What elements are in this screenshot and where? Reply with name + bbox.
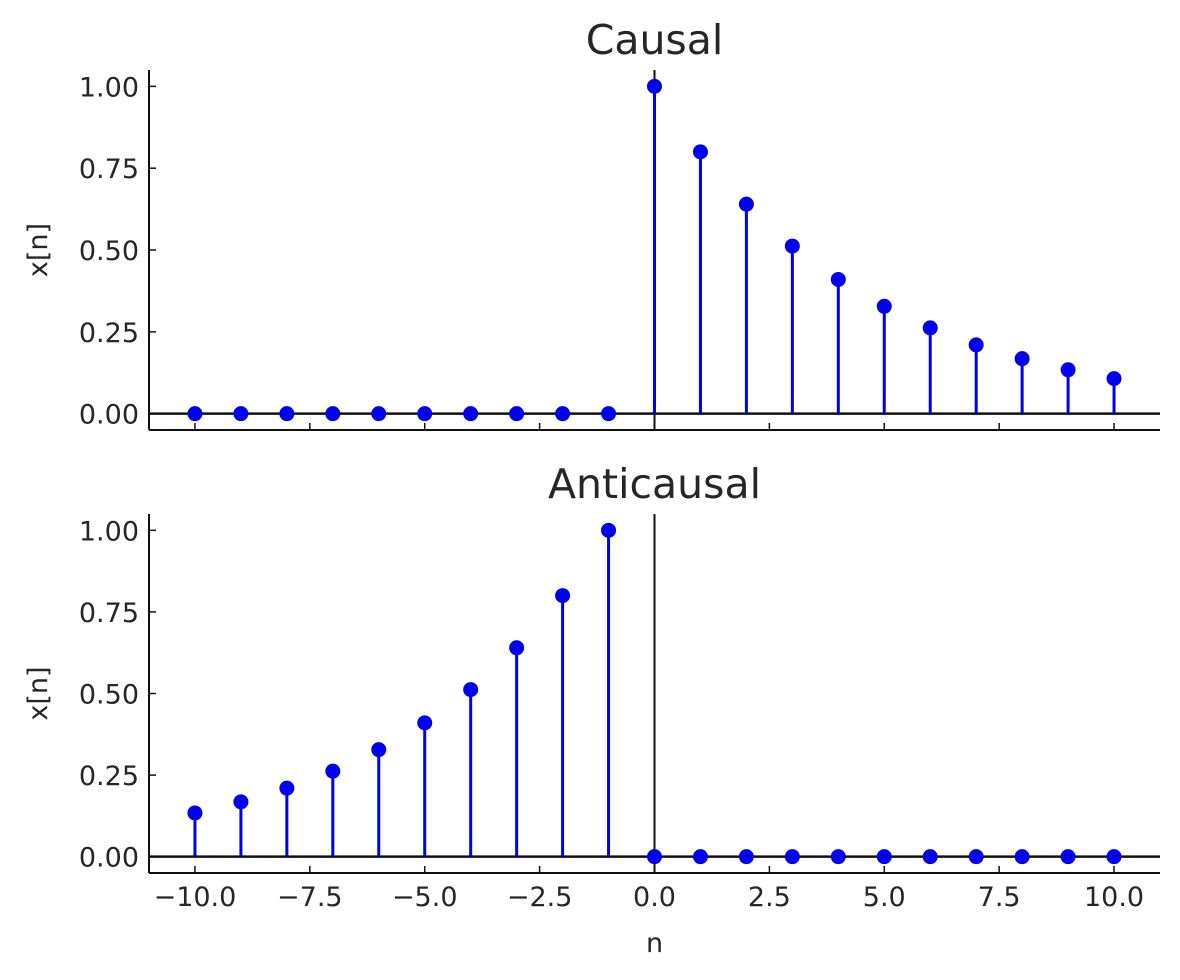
chart-title: Causal [586, 16, 724, 64]
x-tick-label: 10.0 [1084, 882, 1144, 913]
y-tick-label: 0.00 [79, 843, 139, 874]
stem-marker [784, 238, 800, 254]
stem-marker [463, 682, 479, 698]
stem-marker [601, 522, 617, 538]
chart-title: Anticausal [548, 460, 761, 508]
x-tick-label: 7.5 [978, 882, 1021, 913]
stem-marker [187, 805, 203, 821]
stem-marker [325, 406, 341, 422]
y-axis-label: x[n] [23, 666, 54, 720]
stem-marker [1060, 362, 1076, 378]
stem-marker [830, 849, 846, 865]
stem-marker [279, 780, 295, 796]
stem-marker [1106, 371, 1122, 387]
stem-marker [233, 406, 249, 422]
stem-marker [509, 406, 525, 422]
anticausal-subplot: 0.00 0.25 0.50 0.75 1.00 −10.0 −7.5 −5.0 −2.5 0.0… [23, 460, 1160, 959]
stem-marker [417, 406, 433, 422]
y-tick-label: 0.75 [79, 154, 139, 185]
y-tick-label: 1.00 [79, 72, 139, 103]
stem-marker [1060, 849, 1076, 865]
x-tick-label: −5.0 [392, 882, 458, 913]
y-tick-label: 0.75 [79, 598, 139, 629]
x-tick-label: −10.0 [154, 882, 237, 913]
stem-marker [279, 406, 295, 422]
y-axis-label: x[n] [23, 223, 54, 277]
stem-marker [371, 406, 387, 422]
stem-marker [968, 337, 984, 353]
x-tick-label: −2.5 [507, 882, 573, 913]
y-tick-label: 0.25 [79, 318, 139, 349]
stem-marker [738, 849, 754, 865]
stem-marker [463, 406, 479, 422]
stem-marker [647, 849, 662, 865]
stem-marker [417, 715, 433, 731]
stem-marker [692, 144, 708, 160]
stem-marker [922, 320, 938, 336]
stem-marker [830, 271, 846, 287]
x-tick-label: −7.5 [277, 882, 343, 913]
y-tick-label: 0.00 [79, 400, 139, 431]
stem-marker [187, 406, 203, 422]
y-tick-label: 0.50 [79, 236, 139, 267]
y-tick-label: 1.00 [79, 516, 139, 547]
stem-marker [601, 406, 617, 422]
stem-marker [784, 849, 800, 865]
stem-marker [555, 406, 571, 422]
stem-marker [876, 849, 892, 865]
causal-subplot: 0.00 0.25 0.50 0.75 1.00 Causal x[n] [23, 16, 1160, 431]
stem-marker [968, 849, 984, 865]
stem-marker [555, 588, 571, 604]
stem-marker [692, 849, 708, 865]
stem-marker [876, 298, 892, 314]
y-tick-label: 0.25 [79, 761, 139, 792]
y-tick-label: 0.50 [79, 680, 139, 711]
stem-marker [738, 196, 754, 212]
stem-marker [233, 794, 249, 810]
stem-marker [325, 763, 341, 779]
stem-marker [1014, 351, 1030, 367]
stem-marker [1014, 849, 1030, 865]
x-tick-label: 0.0 [633, 882, 676, 913]
x-tick-label: 2.5 [748, 882, 791, 913]
stem-marker [922, 849, 938, 865]
x-axis-label: n [646, 928, 663, 959]
stem-marker [647, 78, 662, 94]
stem-marker [509, 640, 525, 656]
x-tick-label: 5.0 [863, 882, 906, 913]
stem-marker [1106, 849, 1122, 865]
stem-marker [371, 742, 387, 758]
